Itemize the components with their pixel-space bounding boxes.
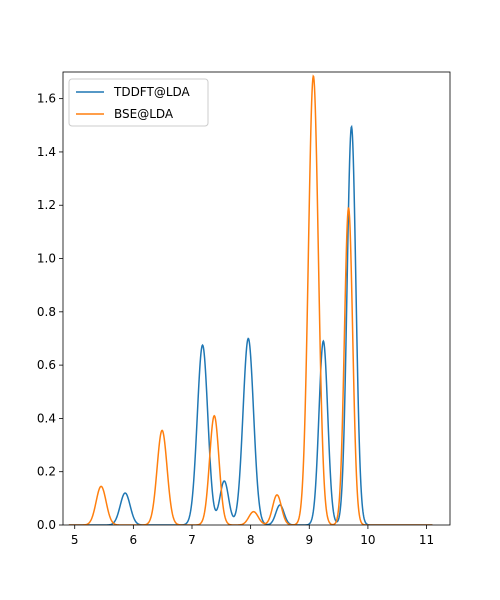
y-tick-label: 1.4: [37, 145, 56, 159]
y-tick-label: 1.2: [37, 198, 56, 212]
y-tick-label: 1.6: [37, 92, 56, 106]
y-tick-label: 1.0: [37, 252, 56, 266]
x-tick-label: 6: [130, 533, 138, 547]
x-tick-label: 9: [305, 533, 313, 547]
legend-label-0: TDDFT@LDA: [113, 85, 191, 99]
x-tick-label: 8: [247, 533, 255, 547]
y-tick-label: 0.8: [37, 305, 56, 319]
legend-label-1: BSE@LDA: [114, 107, 174, 121]
x-tick-label: 7: [188, 533, 196, 547]
legend: TDDFT@LDA BSE@LDA: [68, 78, 209, 127]
axes-layer: 5 6 7 8 9 10 11 0.0 0.2 0.4 0.6 0.8 1.0 1.2 1.4 1.6: [37, 71, 451, 547]
x-tick-label: 5: [71, 533, 79, 547]
x-tick-label: 10: [360, 533, 375, 547]
axes-frame: [62, 71, 451, 526]
y-tick-label: 0.0: [37, 518, 56, 532]
y-tick-label: 0.6: [37, 358, 56, 372]
y-tick-label: 0.4: [37, 411, 56, 425]
y-tick-label: 0.2: [37, 465, 56, 479]
x-tick-label: 11: [419, 533, 434, 547]
series-line-1: [68, 74, 433, 525]
